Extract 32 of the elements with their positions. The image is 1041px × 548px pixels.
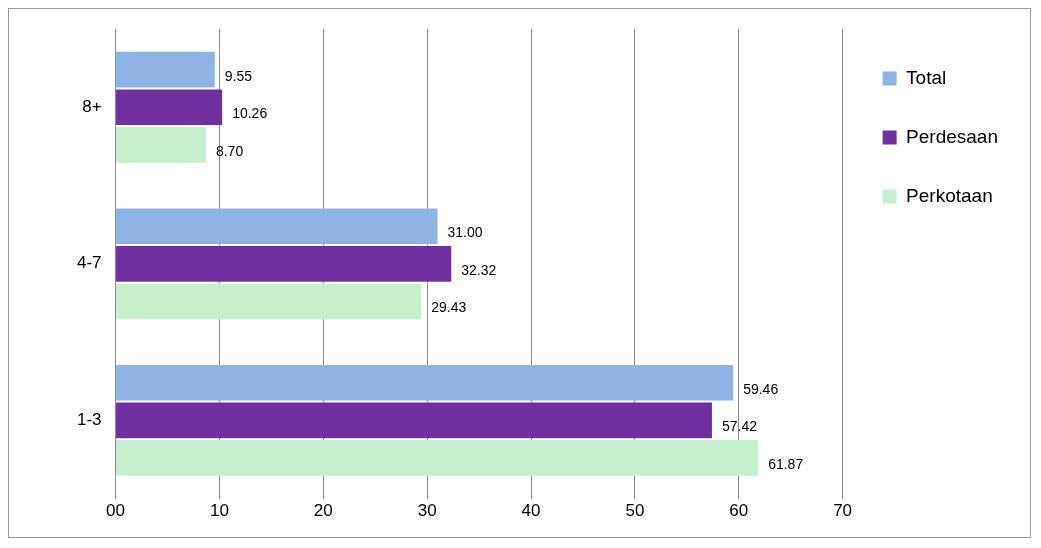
bar [116,126,206,163]
bar [116,402,712,439]
data-label: 31.00 [447,224,483,241]
bar [116,51,215,88]
bar [116,440,759,476]
legend-label: Perdesaan [906,125,998,147]
x-tick-label: 10 [209,501,229,521]
x-tick-label: 60 [729,501,749,521]
data-label: 57.42 [721,418,758,435]
x-tick-label: 40 [521,501,541,521]
data-label: 59.46 [743,380,779,397]
data-label: 10.26 [232,105,268,122]
x-tick-label: 70 [833,501,853,521]
data-label: 9.55 [224,67,253,84]
data-label: 32.32 [461,261,497,278]
bar [116,245,452,282]
x-tick-label: 50 [625,501,645,521]
x-tick-label: 00 [106,501,126,521]
legend-label: Perkotaan [906,184,993,206]
data-label: 61.87 [768,455,804,472]
bar [116,89,223,126]
data-label: 8.70 [215,142,244,159]
bar [116,208,438,245]
legend-label: Total [906,66,947,88]
bar [116,283,422,320]
y-tick-label: 4-7 [76,253,102,273]
data-label: 29.43 [431,299,467,316]
x-tick-label: 20 [313,501,333,521]
bar [116,364,734,401]
y-tick-label: 1-3 [76,410,102,430]
x-tick-label: 30 [417,501,437,521]
y-tick-label: 8+ [82,96,102,116]
